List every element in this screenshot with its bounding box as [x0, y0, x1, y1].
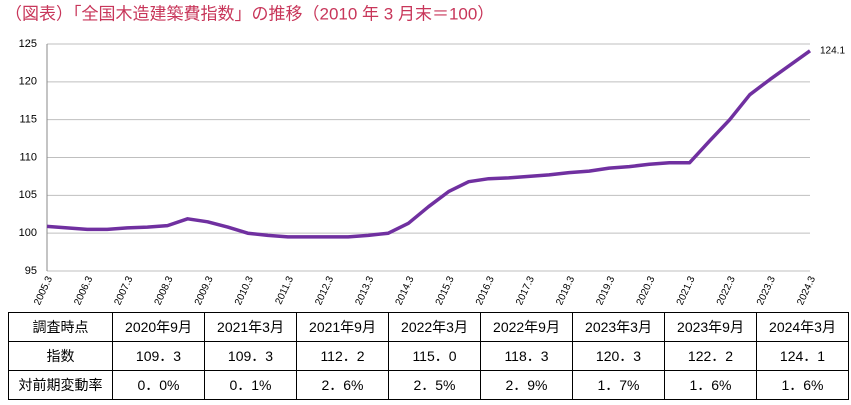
x-tick-label: 2016.3 — [474, 274, 497, 305]
table-cell: 2023年3月 — [572, 312, 665, 342]
y-tick-label: 115 — [19, 114, 37, 126]
data-table: 調査時点 2020年9月 2021年3月 2021年9月 2022年3月 2022年9月 2… — [8, 312, 849, 400]
table-cell: 0．1% — [204, 370, 297, 400]
table-cell: 2021年9月 — [296, 312, 389, 342]
y-tick-label: 105 — [19, 189, 37, 201]
table-cell: 118．3 — [480, 341, 573, 371]
table-cell: 調査時点 — [8, 312, 113, 342]
table-cell: 2．5% — [388, 370, 481, 400]
table-cell: 124．1 — [756, 341, 849, 371]
x-tick-label: 2018.3 — [554, 274, 577, 305]
table-cell: 2022年9月 — [480, 312, 573, 342]
x-tick-label: 2017.3 — [514, 274, 537, 305]
chart: （図表）「全国木造建築費指数」の推移（2010 年 3 月末＝100） 95 10… — [5, 4, 845, 305]
table-cell: 2．6% — [296, 370, 389, 400]
table-row: 対前期変動率 0．0% 0．1% 2．6% 2．5% 2．9% 1．7% 1．6% 1．6% — [8, 370, 849, 400]
y-tick-label: 110 — [19, 151, 37, 163]
x-tick-label: 2008.3 — [153, 274, 176, 305]
table-cell: 122．2 — [664, 341, 757, 371]
line — [46, 49, 812, 239]
y-tick-label: 120 — [19, 76, 37, 88]
x-tick-label: 2007.3 — [113, 274, 136, 305]
x-tick-label: 2023.3 — [755, 274, 778, 305]
table-cell: 2020年9月 — [112, 312, 205, 342]
x-tick-label: 2020.3 — [635, 274, 658, 305]
x-tick-label: 2006.3 — [72, 274, 95, 305]
table-row: 指数 109．3 109．3 112．2 115．0 118．3 120．3 122．2 124… — [8, 341, 849, 371]
table-cell: 2022年3月 — [388, 312, 481, 342]
table-cell: 2023年9月 — [664, 312, 757, 342]
table-cell: 2．9% — [480, 370, 573, 400]
table-cell: 109．3 — [112, 341, 205, 371]
x-tick-label: 2005.3 — [32, 274, 55, 305]
x-tick-label: 2024.3 — [795, 274, 818, 305]
x-tick-label: 2014.3 — [394, 274, 417, 305]
table-cell: 2024年3月 — [756, 312, 849, 342]
table-cell: 120．3 — [572, 341, 665, 371]
x-tick-label: 2022.3 — [715, 274, 738, 305]
table-cell: 1．6% — [756, 370, 849, 400]
table-row: 調査時点 2020年9月 2021年3月 2021年9月 2022年3月 2022年9月 2… — [8, 312, 849, 342]
table-cell: 1．7% — [572, 370, 665, 400]
x-tick-label: 2019.3 — [594, 274, 617, 305]
table-cell: 112．2 — [296, 341, 389, 371]
table-cell: 0．0% — [112, 370, 205, 400]
table-cell: 109．3 — [204, 341, 297, 371]
y-tick-label: 95 — [25, 265, 37, 277]
table-cell: 1．6% — [664, 370, 757, 400]
y-tick-label: 125 — [19, 38, 37, 50]
x-tick-label: 2011.3 — [273, 274, 296, 305]
table-cell: 対前期変動率 — [8, 370, 113, 400]
x-tick-label: 2013.3 — [353, 274, 376, 305]
x-tick-label: 2010.3 — [233, 274, 256, 305]
chart-title: （図表）「全国木造建築費指数」の推移（2010 年 3 月末＝100） — [5, 4, 494, 23]
x-tick-label: 2021.3 — [675, 274, 698, 305]
table-cell: 2021年3月 — [204, 312, 297, 342]
x-tick-label: 2015.3 — [434, 274, 457, 305]
y-tick-label: 100 — [19, 227, 37, 239]
x-tick-label: 2009.3 — [193, 274, 216, 305]
table-cell: 115．0 — [388, 341, 481, 371]
x-tick-label: 2012.3 — [313, 274, 336, 305]
data-label: 124.1 — [820, 45, 845, 56]
table-cell: 指数 — [8, 341, 113, 371]
